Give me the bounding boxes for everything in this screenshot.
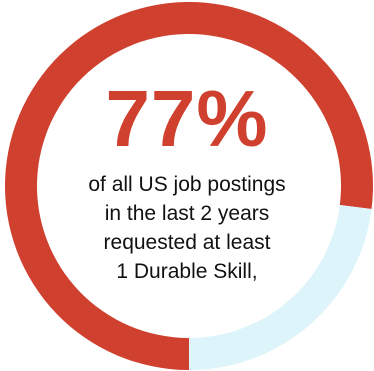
donut-slice-2 bbox=[189, 205, 372, 370]
chart-caption: of all US job postings in the last 2 yea… bbox=[0, 170, 374, 286]
caption-line-3: requested at least bbox=[103, 231, 271, 254]
headline-percentage: 77% bbox=[105, 74, 269, 163]
caption-line-1: of all US job postings bbox=[88, 173, 286, 196]
caption-line-4: 1 Durable Skill, bbox=[116, 260, 258, 283]
caption-line-2: in the last 2 years bbox=[104, 202, 270, 225]
